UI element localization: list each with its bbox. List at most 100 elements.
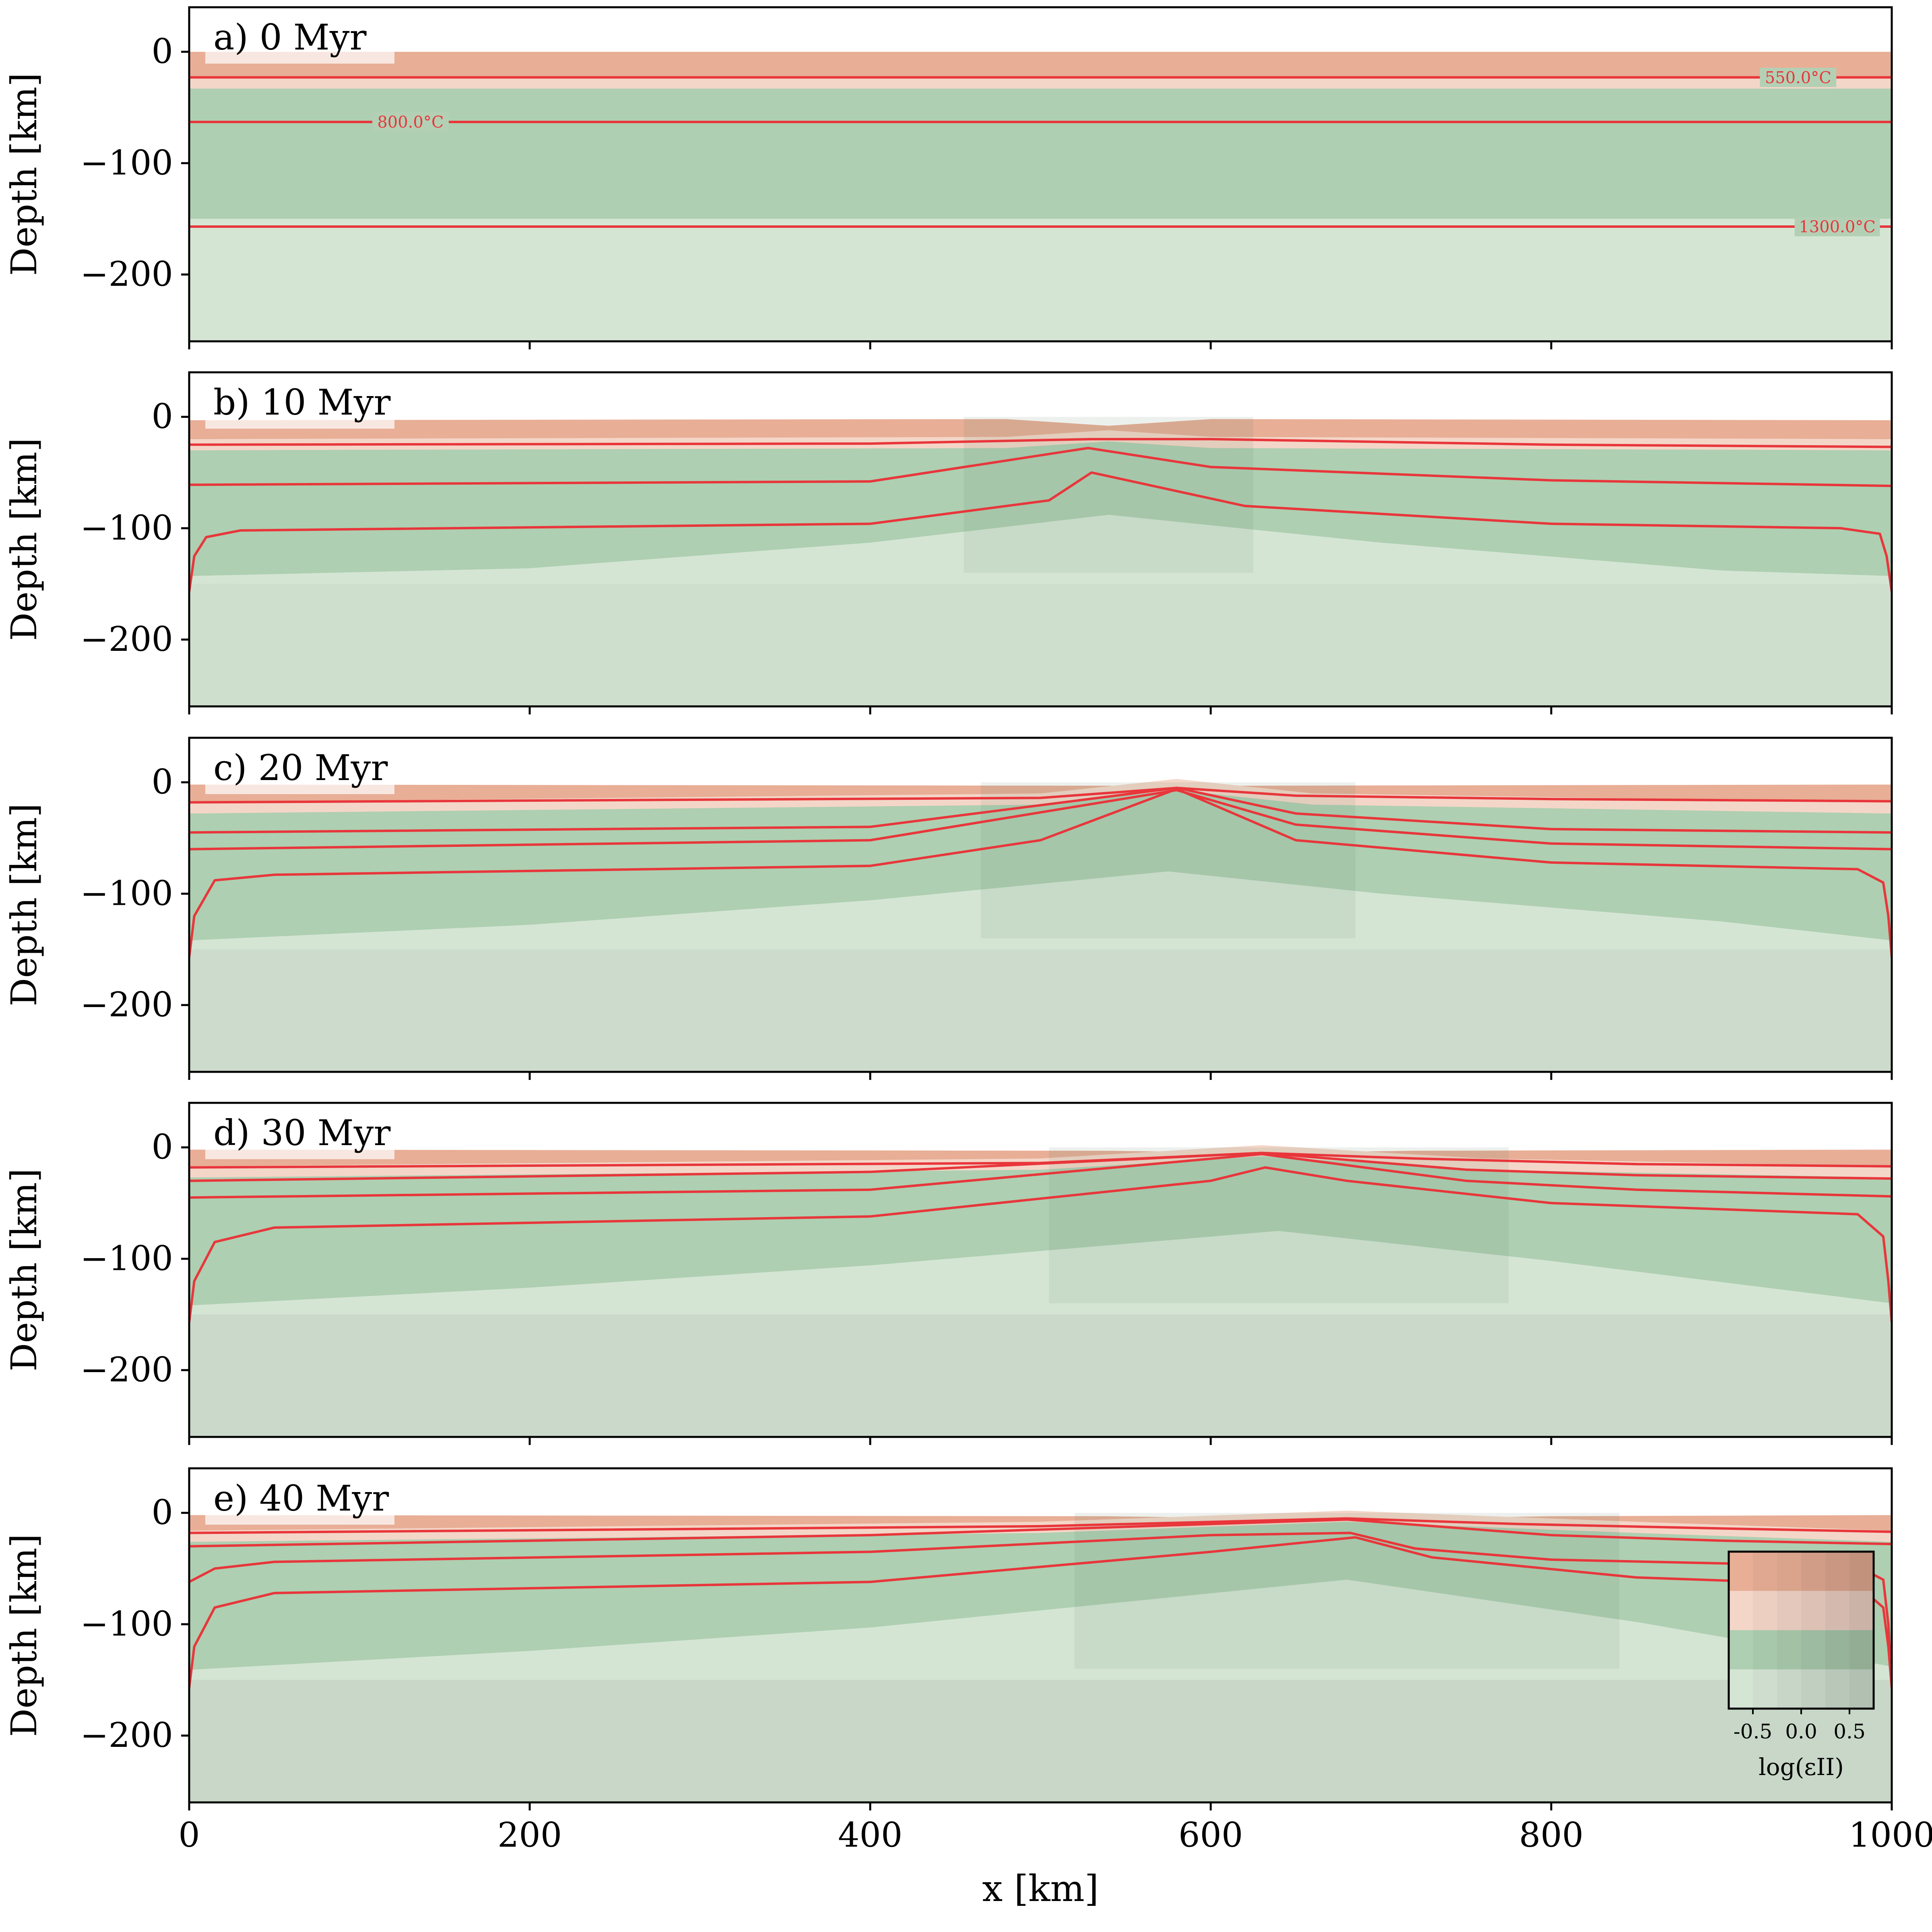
isotherm-label: 1300.0°C — [1799, 218, 1876, 236]
isotherm-line — [189, 447, 1892, 487]
y-tick-label: −100 — [80, 508, 173, 547]
colorbar-cell — [1849, 1669, 1874, 1709]
lithospheric-mantle-region — [189, 790, 1892, 941]
panel-e: e) 40 Myr 0 −100 −200 Depth [km] — [3, 1467, 1893, 1810]
colorbar-cell — [1777, 1669, 1802, 1709]
y-tick-label: −100 — [80, 143, 173, 182]
y-tick-label: 0 — [152, 762, 173, 802]
x-axis: 0 200 400 600 800 1000 x [km] — [178, 1815, 1932, 1910]
colorbar-cell — [1729, 1552, 1753, 1591]
panel-label: b) 10 Myr — [213, 382, 391, 423]
asthenosphere-region — [189, 1579, 1892, 1802]
panel-label-backdrop — [205, 15, 394, 64]
x-tick-label: 400 — [838, 1815, 902, 1855]
y-axis-label: Depth [km] — [3, 1534, 45, 1737]
y-tick-label: −200 — [80, 1715, 173, 1755]
inset-colorbar: -0.5 0.0 0.5 log(εII) — [1728, 1550, 1875, 1781]
y-axis-label: Depth [km] — [3, 73, 45, 276]
x-tick-label: 1000 — [1849, 1815, 1932, 1855]
panel-label: e) 40 Myr — [213, 1478, 389, 1519]
asthenosphere-strain-shading — [189, 949, 1892, 1072]
asthenosphere-strain-shading — [189, 1680, 1892, 1802]
x-tick-label: 200 — [497, 1815, 562, 1855]
colorbar-shade — [1801, 1630, 1826, 1670]
isotherm-label-gap — [1794, 217, 1880, 237]
colorbar-shade — [1777, 1591, 1802, 1631]
colorbar-label: log(εII) — [1759, 1753, 1844, 1781]
isotherm-line — [189, 1166, 1892, 1323]
colorbar-shade — [1825, 1552, 1850, 1591]
panel-d: d) 30 Myr 0 −100 −200 Depth [km] — [3, 1102, 1893, 1445]
panel-label-backdrop — [205, 380, 394, 429]
isotherm-label-gap — [372, 112, 449, 132]
x-tick-label: 600 — [1179, 1815, 1243, 1855]
colorbar-cell — [1729, 1669, 1753, 1709]
colorbar-cell — [1753, 1591, 1777, 1631]
colorbar-shade — [1753, 1670, 1777, 1709]
panels-group: 550.0°C 800.0°C 1300.0°C a) 0 Myr 0 −100 −200 D… — [3, 6, 1893, 1810]
x-tick-label: 800 — [1519, 1815, 1583, 1855]
colorbar-tick-label: 0.0 — [1785, 1720, 1817, 1743]
y-tick-label: −100 — [80, 873, 173, 913]
colorbar-cell — [1849, 1591, 1874, 1631]
isotherm-label: 800.0°C — [377, 113, 444, 132]
x-tick-label: 0 — [178, 1815, 200, 1855]
isotherm-line — [189, 471, 1892, 592]
panel-frame — [188, 1102, 1893, 1438]
rift-strain-shading — [1074, 1513, 1620, 1669]
colorbar-cell — [1753, 1669, 1777, 1709]
lithospheric-mantle-region — [189, 89, 1892, 219]
colorbar-shade — [1753, 1630, 1777, 1670]
y-tick-label: −200 — [80, 619, 173, 659]
colorbar-shade — [1753, 1591, 1777, 1631]
colorbar-cell — [1753, 1630, 1777, 1670]
isotherm-line — [189, 786, 1892, 834]
colorbar-shade — [1825, 1591, 1850, 1631]
asthenosphere-region — [189, 1231, 1892, 1437]
y-tick-label: −200 — [80, 985, 173, 1024]
colorbar-cell — [1801, 1630, 1826, 1670]
colorbar-shade — [1849, 1591, 1874, 1631]
colorbar-shade — [1801, 1552, 1826, 1591]
isotherm-line — [189, 786, 1892, 804]
colorbar-shade — [1801, 1669, 1826, 1709]
isotherm-label-gap — [1760, 68, 1837, 87]
isotherm-line — [189, 1153, 1892, 1199]
colorbar-shade — [1777, 1669, 1802, 1709]
panel-label-backdrop — [205, 1476, 394, 1525]
isotherm-line — [189, 1532, 1892, 1688]
colorbar-tick-label: -0.5 — [1734, 1720, 1772, 1743]
y-tick-label: 0 — [152, 397, 173, 436]
lower-crust-region — [189, 77, 1892, 89]
colorbar-cell — [1825, 1630, 1850, 1670]
colorbar-shade — [1849, 1669, 1874, 1709]
panel-frame — [188, 371, 1893, 708]
colorbar-shade — [1801, 1591, 1826, 1631]
isotherm-line — [189, 788, 1892, 958]
isotherm-line — [189, 1536, 1892, 1688]
colorbar-cell — [1777, 1591, 1802, 1631]
y-tick-label: −200 — [80, 254, 173, 294]
colorbar-cell — [1801, 1669, 1826, 1709]
colorbar-shade — [1777, 1630, 1802, 1670]
colorbar-cell — [1753, 1552, 1777, 1591]
asthenosphere-strain-shading — [189, 1314, 1892, 1437]
colorbar-cell — [1825, 1552, 1850, 1591]
rift-strain-shading — [980, 782, 1356, 938]
colorbar-cell — [1729, 1591, 1753, 1631]
y-tick-label: 0 — [152, 1127, 173, 1167]
y-axis-label: Depth [km] — [3, 1168, 45, 1371]
panel-frame — [188, 737, 1893, 1073]
isotherm-line — [189, 438, 1892, 448]
colorbar-cell — [1849, 1552, 1874, 1591]
lithospheric-mantle-region — [189, 441, 1892, 576]
isotherm-line — [189, 1152, 1892, 1182]
isotherm-line — [189, 1518, 1892, 1548]
rift-strain-shading — [964, 417, 1253, 573]
panel-frame — [188, 6, 1893, 343]
y-tick-label: −200 — [80, 1350, 173, 1389]
colorbar-cell — [1801, 1591, 1826, 1631]
isotherm-line — [189, 789, 1892, 850]
panel-label: c) 20 Myr — [213, 747, 388, 788]
